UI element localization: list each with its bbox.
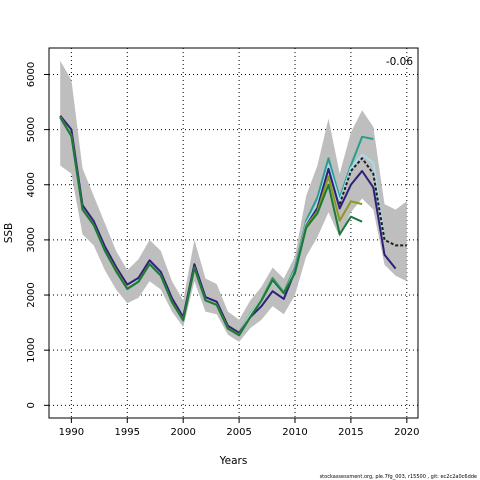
y-tick-label-1000: 1000 [26,337,37,362]
y-tick-label-3000: 3000 [26,227,37,252]
series-line-6 [59,116,363,337]
x-tick-label-2005: 2005 [226,427,251,438]
grid-lines [49,48,418,418]
footer-text: stockassessment.org, ple.7fg_003, r15500… [320,474,477,480]
x-tick-label-1995: 1995 [115,427,140,438]
x-tick-label-2000: 2000 [170,427,195,438]
y-axis-title: SSB [3,223,15,244]
confidence-band [60,60,407,342]
confidence-band-layer [60,60,407,342]
corner-label: -0.06 [386,56,413,68]
y-axis-ticks: 0 1000 2000 3000 4000 5000 6000 [26,62,49,408]
x-tick-label-2020: 2020 [394,427,419,438]
plot-frame [48,47,419,419]
series-line-4 [338,157,407,247]
x-tick-label-2015: 2015 [338,427,363,438]
y-tick-label-6000: 6000 [26,62,37,87]
x-tick-label-2010: 2010 [282,427,307,438]
x-axis-title: Years [219,455,248,467]
y-tick-label-2000: 2000 [26,282,37,307]
y-tick-label-5000: 5000 [26,117,37,142]
y-tick-label-4000: 4000 [26,172,37,197]
series-layer [59,115,407,337]
x-tick-label-1990: 1990 [59,427,84,438]
x-axis-ticks: 1990 1995 2000 2005 2010 2015 2020 [59,418,420,438]
y-tick-label-0: 0 [26,402,37,408]
